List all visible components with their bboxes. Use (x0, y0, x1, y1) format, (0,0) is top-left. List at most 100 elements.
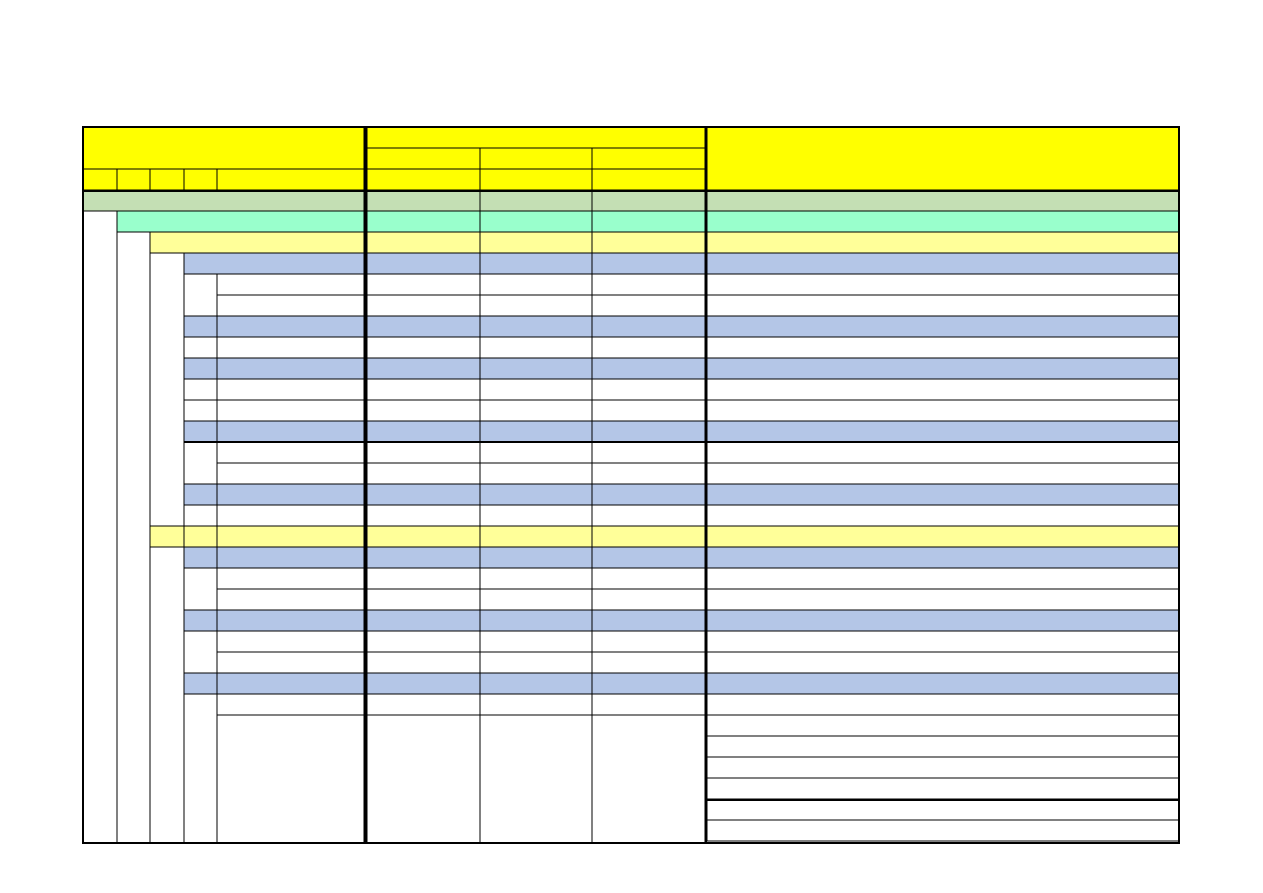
cell (591, 567, 706, 590)
cell (591, 714, 706, 844)
cell (591, 210, 706, 233)
cell (366, 231, 481, 254)
cell (82, 168, 118, 191)
cell (706, 420, 1180, 443)
cell (706, 735, 1180, 758)
cell (591, 441, 706, 464)
cell (479, 420, 593, 443)
cell (706, 483, 1180, 506)
cell (366, 609, 481, 632)
cell (706, 399, 1180, 422)
cell (706, 462, 1180, 485)
cell (706, 777, 1180, 800)
cell (216, 651, 365, 674)
cell (366, 630, 481, 653)
cell (183, 252, 365, 275)
cell (366, 525, 481, 548)
cell (366, 294, 481, 317)
cell (479, 714, 593, 844)
cell (183, 420, 365, 443)
cell (706, 189, 1180, 212)
cell (479, 483, 593, 506)
cell (591, 273, 706, 296)
cell (591, 546, 706, 569)
cell (366, 357, 481, 380)
cell (183, 315, 365, 338)
cell (479, 651, 593, 674)
cell (82, 126, 365, 170)
cell (591, 168, 706, 191)
cell (591, 420, 706, 443)
cell (591, 357, 706, 380)
cell (366, 546, 481, 569)
cell (479, 462, 593, 485)
cell (591, 252, 706, 275)
cell (479, 609, 593, 632)
cell (183, 483, 365, 506)
cell (706, 210, 1180, 233)
cell (216, 630, 365, 653)
cell (706, 588, 1180, 611)
cell (706, 378, 1180, 401)
cell (591, 378, 706, 401)
cell (706, 567, 1180, 590)
cell (591, 483, 706, 506)
cell (591, 588, 706, 611)
cell (366, 672, 481, 695)
cell (366, 693, 481, 716)
cell (366, 378, 481, 401)
cell (706, 693, 1180, 716)
cell (149, 525, 365, 548)
cell (366, 315, 481, 338)
cell (706, 714, 1180, 737)
cell (591, 336, 706, 359)
cell (116, 210, 365, 233)
cell (216, 294, 365, 317)
cell (82, 189, 365, 212)
cell (706, 504, 1180, 527)
cell (706, 273, 1180, 296)
cell (706, 525, 1180, 548)
cell (706, 651, 1180, 674)
cell (366, 252, 481, 275)
cell (591, 609, 706, 632)
cell (366, 504, 481, 527)
cell (216, 336, 365, 359)
cell (706, 357, 1180, 380)
cell (366, 147, 481, 170)
cell (366, 714, 481, 844)
cell (183, 672, 365, 695)
cell (706, 672, 1180, 695)
cell (479, 357, 593, 380)
cell (479, 441, 593, 464)
cell (706, 315, 1180, 338)
cell (149, 231, 365, 254)
cell (366, 189, 481, 212)
cell (366, 483, 481, 506)
cell (591, 294, 706, 317)
cell (479, 168, 593, 191)
cell (216, 399, 365, 422)
cell (366, 462, 481, 485)
cell (216, 504, 365, 527)
cell (479, 525, 593, 548)
cell (591, 672, 706, 695)
cell (216, 273, 365, 296)
cell (479, 588, 593, 611)
cell (479, 294, 593, 317)
cell (479, 630, 593, 653)
cell (366, 588, 481, 611)
cell (366, 399, 481, 422)
cell (479, 336, 593, 359)
cell (591, 504, 706, 527)
cell (479, 378, 593, 401)
cell (591, 630, 706, 653)
cell (706, 126, 1180, 191)
cell (366, 210, 481, 233)
cell (591, 651, 706, 674)
cell (183, 357, 365, 380)
cell (149, 168, 185, 191)
cell (479, 504, 593, 527)
cell (706, 630, 1180, 653)
